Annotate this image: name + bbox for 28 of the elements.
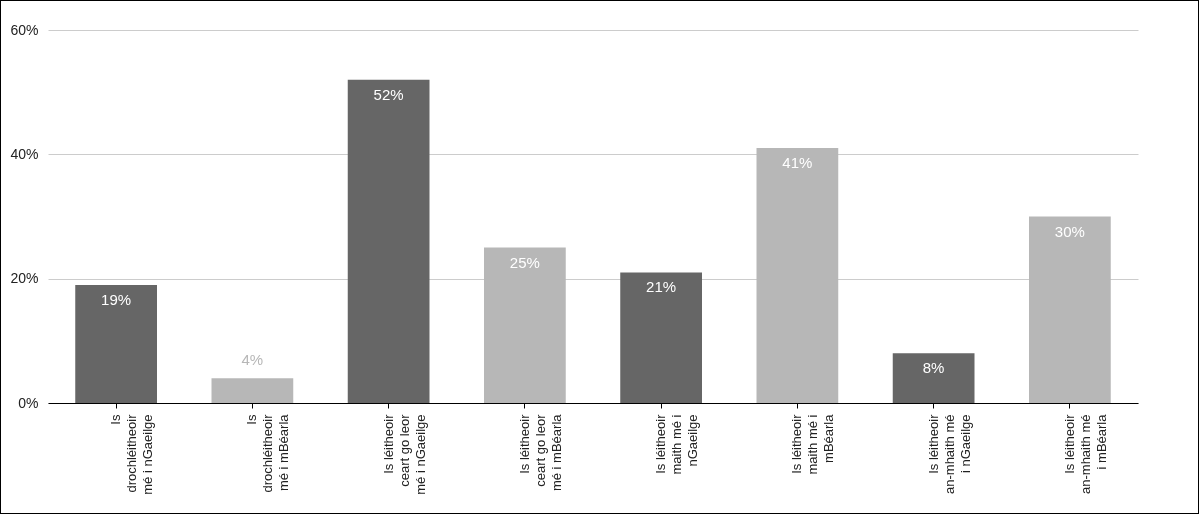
bar [484, 247, 566, 403]
x-tick-label: Is léitheoir maith mé i mBéarla [789, 413, 837, 475]
data-label: 52% [373, 85, 404, 103]
y-tick-label: 0% [18, 394, 39, 411]
data-label: 4% [241, 351, 264, 369]
bar [892, 353, 975, 403]
x-tick-label: Is léitheoir an-mhaith mé i nGaeilge [925, 413, 973, 494]
bar [1029, 216, 1111, 403]
bar [211, 378, 294, 403]
data-label: 25% [509, 253, 540, 271]
x-tick-label: Is drochléitheoir mé i mBéarla [244, 413, 292, 493]
x-tick-label: Is léitheoir ceart go leor mé i mBéarla [516, 413, 564, 492]
y-tick-label: 20% [10, 270, 39, 287]
bar [620, 272, 702, 403]
y-tick-label: 40% [10, 145, 39, 162]
data-label: 30% [1054, 222, 1085, 240]
bar [756, 148, 839, 403]
y-tick-label: 60% [10, 21, 39, 38]
x-tick-label: Is léitheoir an-mhaith mé i mBéarla [1061, 413, 1109, 494]
data-label: 8% [922, 359, 945, 377]
data-label: 41% [782, 154, 813, 172]
x-tick-label: Is léitheoir ceart go leor mé i nGaeilge [380, 413, 428, 495]
bar [347, 79, 430, 403]
x-tick-label: Is léitheoir maith mé i nGaeilge [653, 413, 701, 475]
bar [75, 284, 157, 403]
data-label: 19% [101, 290, 132, 308]
data-label: 21% [646, 278, 677, 296]
x-tick-label: Is drochléitheoir mé i nGaeilge [108, 413, 156, 495]
